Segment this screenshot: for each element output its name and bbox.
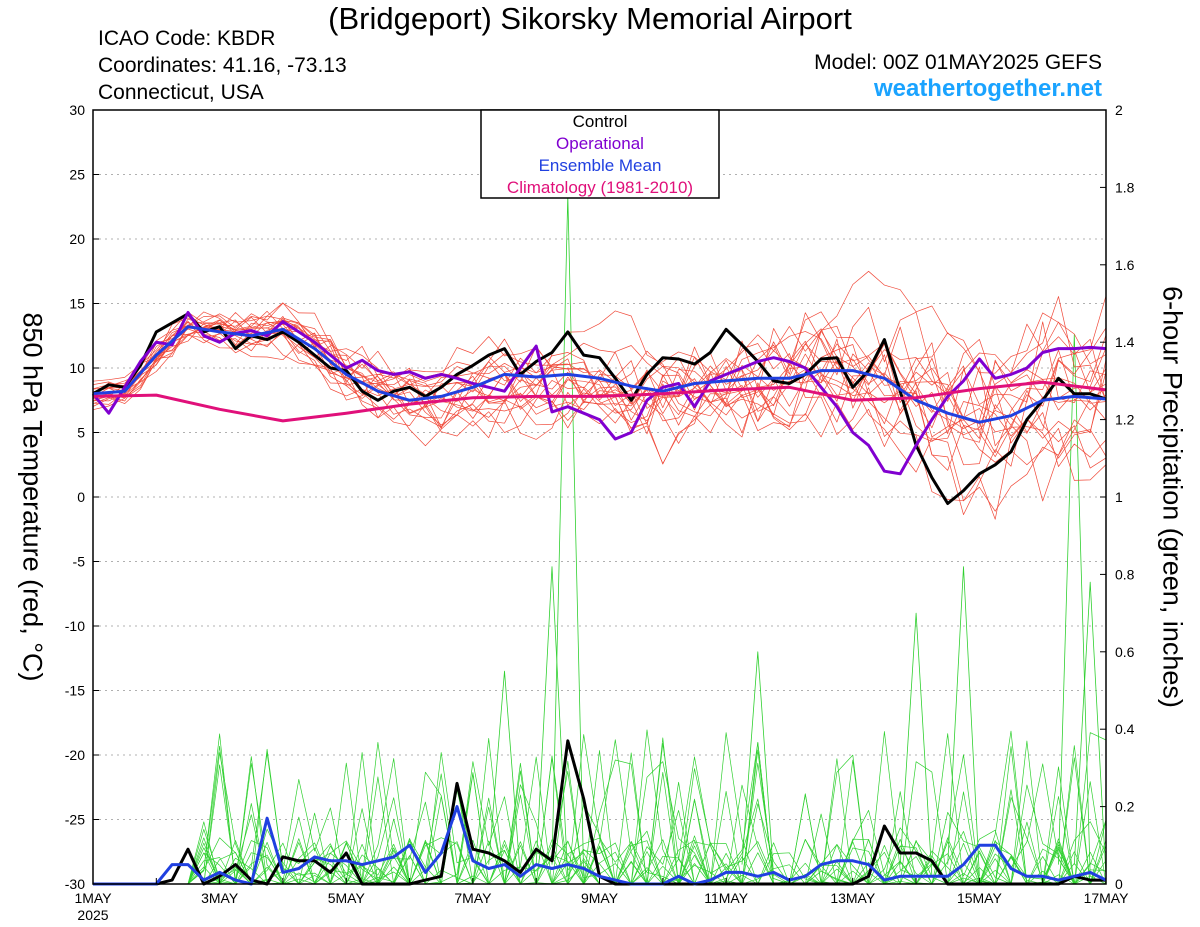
climatology-temperature-line	[92, 380, 1107, 423]
y-right-tick-label: 1.8	[1115, 179, 1135, 195]
y-left-tick-label: 0	[77, 489, 85, 505]
y-left-tick-label: 10	[69, 360, 85, 376]
y-left-tick-label: 5	[77, 425, 85, 441]
site-name: weathertogether.net	[873, 75, 1102, 102]
location: Connecticut, USA	[98, 81, 264, 104]
y-right-tick-label: 0.4	[1115, 721, 1135, 737]
x-tick-label: 17MAY	[1084, 890, 1130, 906]
temperature-member-line	[92, 317, 1107, 444]
y-right-tick-label: 2	[1115, 102, 1123, 118]
coordinates: Coordinates: 41.16, -73.13	[98, 54, 347, 77]
temperature-member-line	[92, 328, 1107, 439]
legend-entry: Ensemble Mean	[539, 156, 662, 175]
y-left-tick-label: 20	[69, 231, 85, 247]
temperature-member-line	[92, 310, 1107, 515]
y-left-tick-label: -30	[65, 876, 85, 892]
legend: Control Operational Ensemble Mean Climatolo…	[480, 109, 720, 199]
y-right-tick-label: 1.6	[1115, 257, 1135, 273]
y-left-tick-label: -5	[73, 554, 86, 570]
temperature-member-line	[92, 302, 1107, 512]
y-left-tick-label: 15	[69, 296, 85, 312]
ensemble-mean-precip-line	[93, 805, 1107, 886]
legend-entry: Climatology (1981-2010)	[507, 178, 693, 197]
x-tick-label: 9MAY	[581, 890, 619, 906]
temperature-member-line	[92, 312, 1107, 459]
y-axis-right: 2 1.8 1.6 1.4 1.2 1 0.8 0.6 0.4 0.2 0	[1100, 102, 1135, 892]
y-left-tick-label: -25	[65, 812, 85, 828]
temperature-member-line	[92, 313, 1107, 465]
temperature-member-line	[92, 311, 1107, 502]
y-right-tick-label: 0.2	[1115, 799, 1135, 815]
y-right-tick-label: 1.4	[1115, 334, 1135, 350]
y-right-tick-label: 1.2	[1115, 412, 1135, 428]
y-right-tick-label: 1	[1115, 489, 1123, 505]
y-axis-left: 30 25 20 15 10 5 0 -5 -10 -15 -20 -25 -30	[65, 102, 99, 892]
y-left-tick-label: 25	[69, 167, 85, 183]
temperature-members	[92, 270, 1107, 520]
precip-member-spike	[1058, 334, 1091, 877]
precip-member-spike	[741, 651, 774, 877]
x-tick-year-label: 2025	[77, 907, 108, 923]
y-right-tick-label: 0.8	[1115, 566, 1135, 582]
precip-member-spike	[488, 670, 521, 877]
y-left-tick-label: -10	[65, 618, 85, 634]
icao-code: ICAO Code: KBDR	[98, 27, 276, 50]
precip-member-line	[93, 733, 1107, 885]
precip-member-spike	[899, 612, 933, 877]
legend-box	[480, 109, 720, 199]
chart-title: (Bridgeport) Sikorsky Memorial Airport	[328, 1, 852, 36]
x-tick-label: 3MAY	[201, 890, 239, 906]
y-left-tick-label: 30	[69, 102, 85, 118]
legend-entry: Operational	[556, 134, 644, 153]
y-left-tick-label: -20	[65, 747, 85, 763]
precip-member-spike	[1073, 581, 1107, 877]
temperature-member-line	[92, 318, 1107, 447]
y-right-tick-label: 0.6	[1115, 644, 1135, 660]
x-tick-label: 15MAY	[957, 890, 1003, 906]
control-temperature-line	[92, 312, 1107, 505]
precip-member-spike	[947, 566, 980, 877]
ensemble-mean-temperature-line	[92, 325, 1107, 424]
model-run: Model: 00Z 01MAY2025 GEFS	[814, 51, 1102, 74]
precip-member-spike	[535, 566, 569, 877]
x-tick-label: 1MAY	[74, 890, 112, 906]
precip-members	[93, 194, 1107, 885]
x-tick-label: 11MAY	[704, 890, 748, 906]
x-tick-label: 13MAY	[830, 890, 876, 906]
y-right-tick-label: 0	[1115, 876, 1123, 892]
temperature-member-line	[92, 320, 1107, 435]
x-tick-label: 7MAY	[454, 890, 492, 906]
x-tick-label: 5MAY	[328, 890, 366, 906]
legend-entry: Control	[573, 112, 628, 131]
precip-member-line	[93, 748, 1107, 885]
y-left-tick-label: -15	[65, 683, 85, 699]
x-axis: 1MAY2025 3MAY 5MAY 7MAY 9MAY 11MAY 13MAY 15MAY 1…	[74, 878, 1129, 923]
